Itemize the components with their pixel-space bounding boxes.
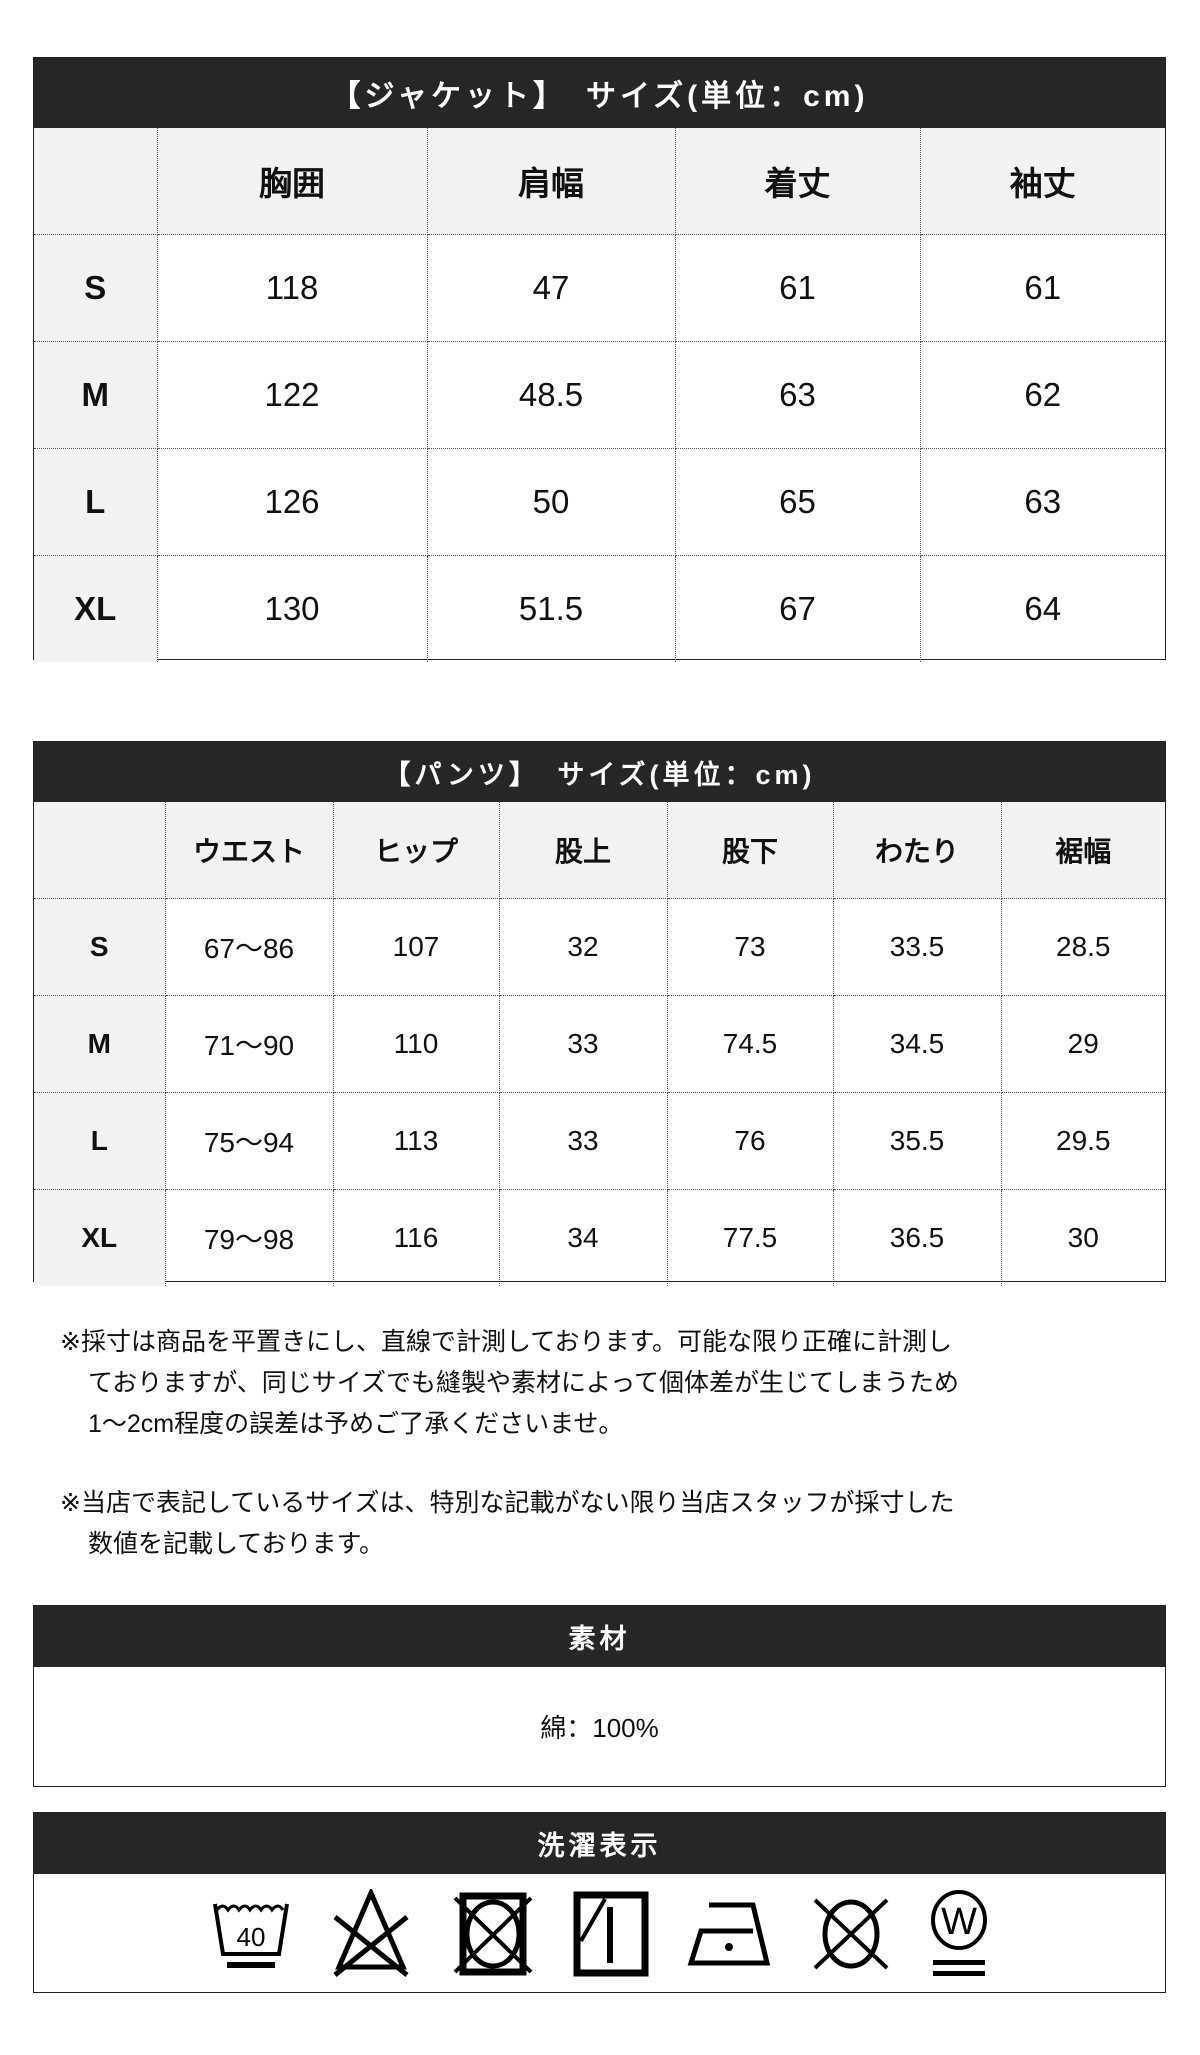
size-label: S <box>34 898 166 996</box>
measurement-cell: 71〜90 <box>164 995 334 1093</box>
measurement-cell: 34 <box>498 1189 668 1286</box>
measurement-cell: 73 <box>666 898 834 996</box>
measurement-cell: 29.5 <box>1000 1092 1165 1190</box>
material-value: 綿：100% <box>540 1713 659 1743</box>
size-label: XL <box>34 555 158 662</box>
measurement-cell: 34.5 <box>832 995 1002 1093</box>
note-line: ※当店で表記しているサイズは、特別な記載がない限り当店スタッフが採寸した <box>60 1489 955 1517</box>
jacket-header-row: 胸囲 肩幅 着丈 袖丈 <box>34 128 1165 235</box>
measurement-cell: 48.5 <box>426 341 676 449</box>
measurement-cell: 64 <box>919 555 1165 662</box>
measurement-cell: 33.5 <box>832 898 1002 996</box>
measurement-notes: ※採寸は商品を平置きにし、直線で計測しております。可能な限り正確に計測しておりま… <box>60 1322 959 1603</box>
column-header <box>34 802 166 899</box>
size-label: M <box>34 995 166 1093</box>
measurement-cell: 67〜86 <box>164 898 334 996</box>
table-row: S 118 47 61 61 <box>34 234 1165 342</box>
no-bleach-icon <box>329 1888 413 1979</box>
column-header: 胸囲 <box>156 128 428 235</box>
no-tumble-dry-icon <box>451 1892 535 1976</box>
pants-header-row: ウエスト ヒップ 股上 股下 わたり 裾幅 <box>34 802 1165 899</box>
table-row: L 75〜94 113 33 76 35.5 29.5 <box>34 1092 1165 1190</box>
column-header: ヒップ <box>332 802 500 899</box>
column-header: 股上 <box>498 802 668 899</box>
measurement-cell: 63 <box>919 448 1165 556</box>
measurement-cell: 61 <box>674 234 921 342</box>
wash-40-gentle-icon: 40 <box>211 1894 291 1974</box>
measurement-cell: 126 <box>156 448 428 556</box>
measurement-cell: 130 <box>156 555 428 662</box>
size-label: XL <box>34 1189 166 1286</box>
column-header: 股下 <box>666 802 834 899</box>
note-line: ※採寸は商品を平置きにし、直線で計測しております。可能な限り正確に計測し <box>60 1328 952 1356</box>
svg-text:40: 40 <box>236 1922 265 1952</box>
measurement-cell: 75〜94 <box>164 1092 334 1190</box>
size-label: L <box>34 448 158 556</box>
size-label: M <box>34 341 158 449</box>
column-header: ウエスト <box>164 802 334 899</box>
table-row: XL 79〜98 116 34 77.5 36.5 30 <box>34 1189 1165 1286</box>
line-dry-shade-icon <box>573 1891 649 1977</box>
measurement-cell: 32 <box>498 898 668 996</box>
no-dry-clean-icon <box>811 1896 891 1972</box>
pants-size-table: 【パンツ】 サイズ(単位：cm) ウエスト ヒップ 股上 股下 わたり 裾幅 S 67〜86 1… <box>33 741 1166 1286</box>
measurement-cell: 118 <box>156 234 428 342</box>
iron-low-icon <box>687 1899 773 1969</box>
column-header: 裾幅 <box>1000 802 1165 899</box>
pants-table: ウエスト ヒップ 股上 股下 わたり 裾幅 S 67〜86 107 32 73 33.5 28.5 M 71… <box>34 802 1165 1286</box>
jacket-table: 胸囲 肩幅 着丈 袖丈 S 118 47 61 61 M 122 48.5 63 62 L 126 50 65 63… <box>34 128 1165 662</box>
measurement-cell: 61 <box>919 234 1165 342</box>
measurement-cell: 47 <box>426 234 676 342</box>
measurement-cell: 30 <box>1000 1189 1165 1286</box>
note: ※当店で表記しているサイズは、特別な記載がない限り当店スタッフが採寸した数値を記… <box>60 1483 959 1565</box>
measurement-cell: 76 <box>666 1092 834 1190</box>
measurement-cell: 51.5 <box>426 555 676 662</box>
measurement-cell: 77.5 <box>666 1189 834 1286</box>
care-section: 洗濯表示 40 W <box>33 1812 1166 1993</box>
column-header: 肩幅 <box>426 128 676 235</box>
measurement-cell: 74.5 <box>666 995 834 1093</box>
table-row: XL 130 51.5 67 64 <box>34 555 1165 662</box>
measurement-cell: 110 <box>332 995 500 1093</box>
measurement-cell: 33 <box>498 1092 668 1190</box>
material-title: 素材 <box>34 1606 1165 1667</box>
note: ※採寸は商品を平置きにし、直線で計測しております。可能な限り正確に計測しておりま… <box>60 1322 959 1445</box>
column-header: 袖丈 <box>919 128 1165 235</box>
measurement-cell: 63 <box>674 341 921 449</box>
table-row: M 122 48.5 63 62 <box>34 341 1165 449</box>
column-header: わたり <box>832 802 1002 899</box>
material-section: 素材 綿：100% <box>33 1605 1166 1787</box>
care-icons: 40 W <box>34 1874 1165 1993</box>
measurement-cell: 122 <box>156 341 428 449</box>
table-row: M 71〜90 110 33 74.5 34.5 29 <box>34 995 1165 1093</box>
column-header: 着丈 <box>674 128 921 235</box>
care-title: 洗濯表示 <box>34 1813 1165 1874</box>
note-line: ておりますが、同じサイズでも縫製や素材によって個体差が生じてしまうため <box>88 1369 960 1397</box>
pants-title: 【パンツ】 サイズ(単位：cm) <box>34 742 1165 802</box>
jacket-title: 【ジャケット】 サイズ(単位：cm) <box>34 58 1165 128</box>
table-row: S 67〜86 107 32 73 33.5 28.5 <box>34 898 1165 996</box>
note-line: 1〜2cm程度の誤差は予めご了承くださいませ。 <box>88 1410 624 1438</box>
wet-clean-very-gentle-icon: W <box>929 1888 989 1980</box>
table-row: L 126 50 65 63 <box>34 448 1165 556</box>
measurement-cell: 35.5 <box>832 1092 1002 1190</box>
measurement-cell: 67 <box>674 555 921 662</box>
measurement-cell: 62 <box>919 341 1165 449</box>
measurement-cell: 50 <box>426 448 676 556</box>
note-line: 数値を記載しております。 <box>88 1530 385 1558</box>
measurement-cell: 116 <box>332 1189 500 1286</box>
svg-text:W: W <box>941 1901 977 1943</box>
measurement-cell: 29 <box>1000 995 1165 1093</box>
measurement-cell: 113 <box>332 1092 500 1190</box>
jacket-size-table: 【ジャケット】 サイズ(単位：cm) 胸囲 肩幅 着丈 袖丈 S 118 47 61 61 M 12… <box>33 57 1166 662</box>
column-header <box>34 128 158 235</box>
measurement-cell: 28.5 <box>1000 898 1165 996</box>
measurement-cell: 107 <box>332 898 500 996</box>
measurement-cell: 65 <box>674 448 921 556</box>
measurement-cell: 36.5 <box>832 1189 1002 1286</box>
size-label: S <box>34 234 158 342</box>
size-label: L <box>34 1092 166 1190</box>
measurement-cell: 79〜98 <box>164 1189 334 1286</box>
measurement-cell: 33 <box>498 995 668 1093</box>
